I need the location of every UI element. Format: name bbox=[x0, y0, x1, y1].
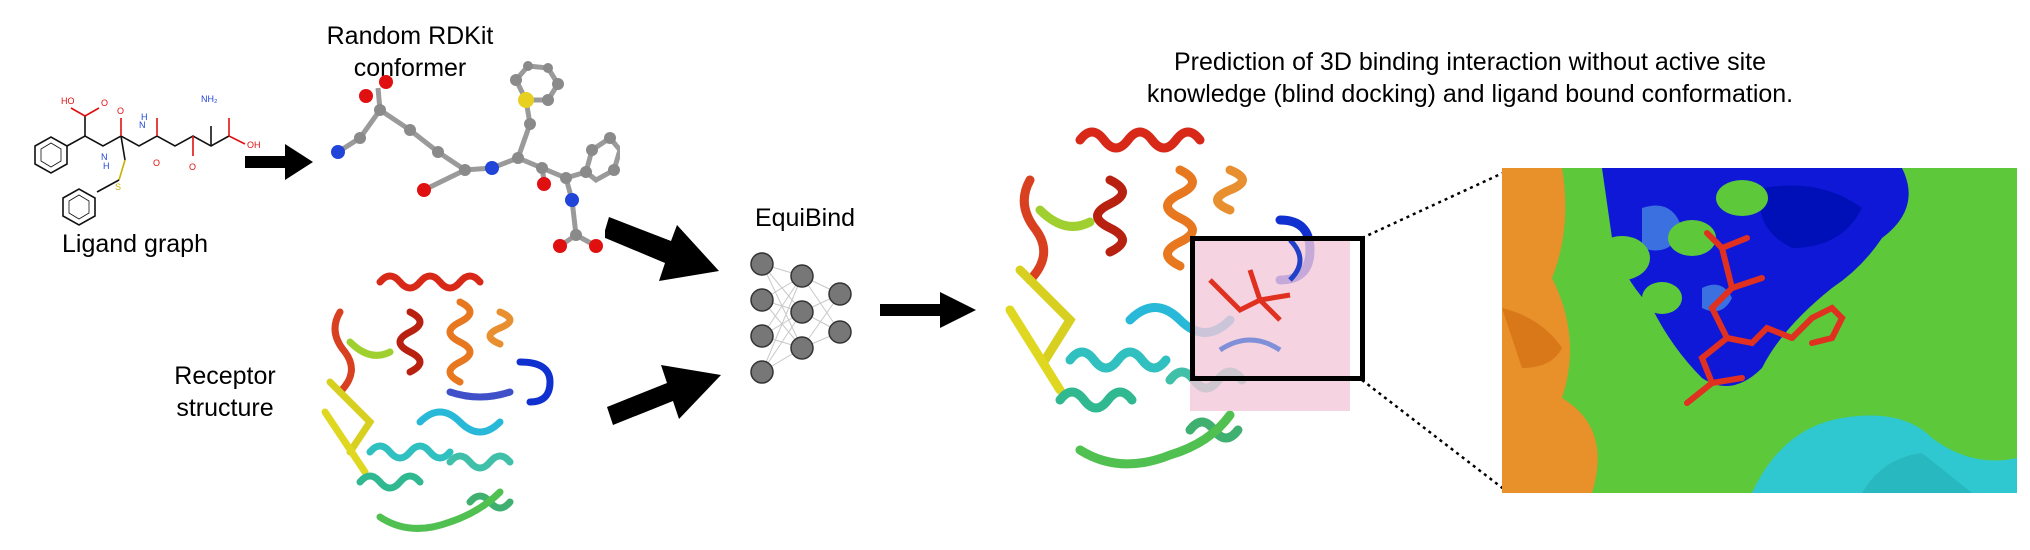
zoom-highlight-box bbox=[1190, 236, 1365, 381]
atom-label: O bbox=[117, 106, 124, 116]
ligand-2d-structure-icon: HO O N H O N H O NH₂ O OH S bbox=[34, 94, 261, 226]
atom-label: O bbox=[153, 158, 160, 168]
conformer-3d-ball-stick-icon bbox=[331, 61, 620, 253]
atom-label: H bbox=[141, 112, 148, 122]
zoom-connector-lines bbox=[1361, 170, 1506, 491]
binding-pocket-surface-zoom bbox=[1502, 168, 2017, 493]
prediction-label-line2: knowledge (blind docking) and ligand bou… bbox=[1146, 80, 1794, 108]
atom-label: NH₂ bbox=[201, 94, 218, 104]
atom-label: HO bbox=[61, 96, 75, 106]
neural-network-icon bbox=[750, 252, 852, 384]
ligand-graph-label: Ligand graph bbox=[62, 230, 208, 258]
atom-label: N bbox=[101, 152, 108, 162]
predicted-complex-ribbon-icon bbox=[1005, 127, 1350, 469]
prediction-label-line1: Prediction of 3D binding interaction wit… bbox=[1174, 48, 1766, 76]
atom-label: OH bbox=[247, 140, 261, 150]
atom-label: N bbox=[139, 120, 146, 130]
atom-label: O bbox=[189, 162, 196, 172]
arrow-diagonal-up-icon bbox=[607, 365, 721, 425]
receptor-label-line2: structure bbox=[176, 394, 274, 422]
atom-label: H bbox=[103, 161, 110, 171]
receptor-label-line1: Receptor bbox=[174, 362, 276, 390]
conformer-label-line2: conformer bbox=[353, 54, 467, 82]
arrow-diagonal-down-icon bbox=[605, 217, 719, 281]
arrow-right-icon bbox=[245, 144, 313, 180]
equibind-label: EquiBind bbox=[754, 204, 856, 232]
atom-label: O bbox=[101, 98, 108, 108]
conformer-label-line1: Random RDKit bbox=[326, 22, 494, 50]
arrow-right-icon bbox=[880, 292, 976, 328]
receptor-protein-ribbon-icon bbox=[321, 272, 554, 532]
atom-label: S bbox=[115, 182, 121, 192]
